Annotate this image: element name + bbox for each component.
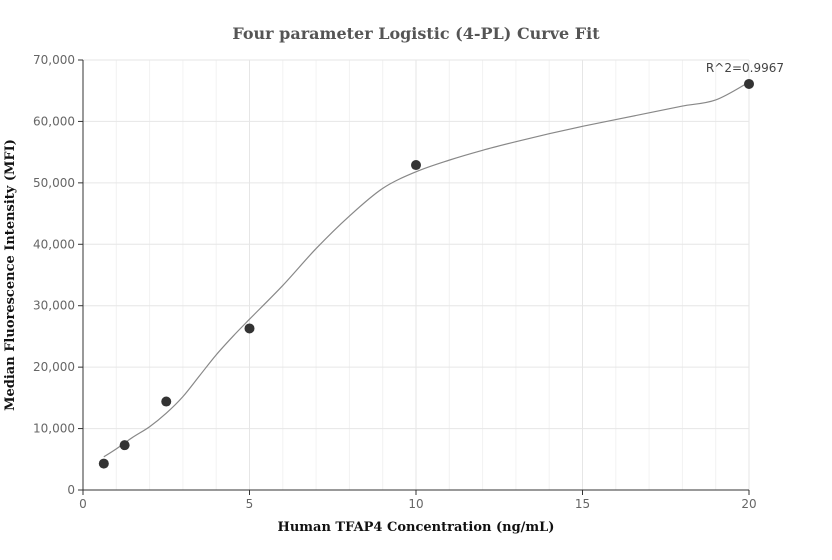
data-point [411, 160, 421, 171]
y-tick-label: 20,000 [33, 360, 75, 374]
x-tick-label: 5 [246, 497, 254, 511]
y-tick-label: 0 [67, 483, 75, 497]
x-tick-label: 20 [741, 497, 756, 511]
y-tick-label: 10,000 [33, 422, 75, 436]
data-point [244, 323, 255, 334]
y-tick-label: 30,000 [33, 299, 75, 313]
chart-title: Four parameter Logistic (4-PL) Curve Fit [232, 24, 600, 43]
data-point [119, 440, 130, 451]
major-gridlines [83, 59, 750, 490]
x-tick-label: 0 [79, 497, 87, 511]
fit-curve-line [103, 81, 750, 458]
data-point [744, 78, 754, 89]
minor-gridlines [115, 60, 717, 490]
x-axis-title: Human TFAP4 Concentration (ng/mL) [278, 520, 555, 535]
y-axis-ticks: 0 10,000 20,000 30,000 40,000 50,000 60,000 70,… [33, 53, 83, 497]
data-points-layer [98, 78, 754, 469]
y-axis-title: Median Fluorescence Intensity (MFI) [3, 139, 18, 411]
x-tick-label: 10 [408, 497, 423, 511]
fit-curve-layer [103, 81, 750, 458]
data-point [98, 458, 109, 469]
y-tick-label: 50,000 [33, 176, 75, 190]
x-tick-label: 15 [575, 497, 590, 511]
x-axis-ticks: 0 5 10 15 20 [79, 490, 757, 511]
y-tick-label: 40,000 [33, 237, 75, 251]
r-squared-annotation: R^2=0.9967 [706, 61, 784, 75]
data-point [161, 396, 172, 407]
y-tick-label: 70,000 [33, 53, 75, 67]
y-tick-label: 60,000 [33, 114, 75, 128]
